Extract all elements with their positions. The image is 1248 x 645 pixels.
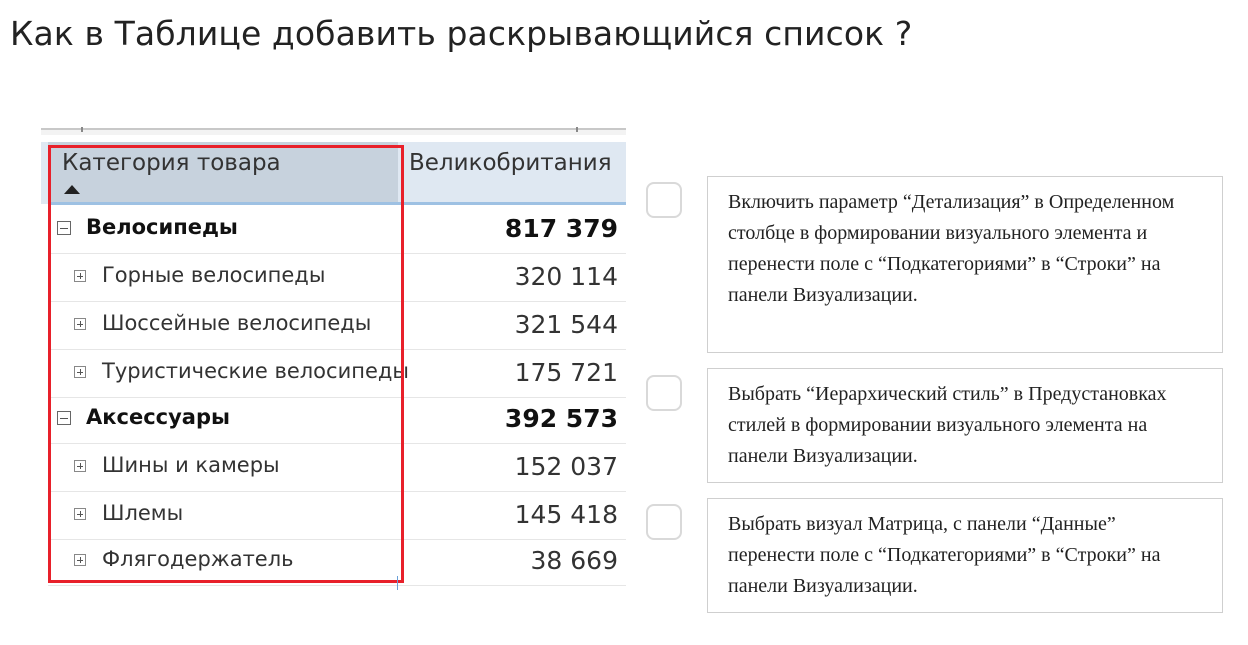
option-2-text: Выбрать “Иерархический стиль” в Предуста… [728,383,1167,467]
row-value: 145 418 [514,500,618,529]
option-1[interactable]: Включить параметр “Детализация” в Опреде… [707,176,1223,353]
matrix-row: Шлемы 145 418 [48,492,626,540]
row-label: Аксессуары [86,405,230,429]
row-value: 38 669 [530,546,618,575]
row-value: 392 573 [504,404,618,433]
expand-icon [74,508,86,520]
expand-icon [74,554,86,566]
header-underline [48,202,626,205]
question-title: Как в Таблице добавить раскрывающийся сп… [10,14,913,53]
expand-icon [74,460,86,472]
row-label: Горные велосипеды [102,263,326,287]
tick-mark [81,127,83,132]
row-value: 175 721 [514,358,618,387]
row-label: Шины и камеры [102,453,280,477]
matrix-row: Шоссейные велосипеды 321 544 [48,302,626,350]
option-2-checkbox[interactable] [646,375,682,411]
expand-icon [74,366,86,378]
expand-icon [74,270,86,282]
row-label: Шоссейные велосипеды [102,311,372,335]
matrix-visual-screenshot: Категория товара Великобритания Велосипе… [41,127,626,590]
option-3-text: Выбрать визуал Матрица, с панели “Данные… [728,513,1161,597]
row-value: 152 037 [514,452,618,481]
matrix-row: Велосипеды 817 379 [48,206,626,254]
category-header-label: Категория товара [62,150,281,176]
row-label: Туристические велосипеды [102,359,409,383]
highlight-box [48,145,404,583]
matrix-header: Категория товара Великобритания [41,142,626,204]
row-label: Велосипеды [86,215,238,239]
row-value: 817 379 [504,214,618,243]
matrix-top-border [41,127,626,135]
expand-icon [74,318,86,330]
option-3-checkbox[interactable] [646,504,682,540]
matrix-row: Аксессуары 392 573 [48,396,626,444]
option-2[interactable]: Выбрать “Иерархический стиль” в Предуста… [707,368,1223,483]
row-value: 320 114 [514,262,618,291]
option-3[interactable]: Выбрать визуал Матрица, с панели “Данные… [707,498,1223,613]
matrix-row: Туристические велосипеды 175 721 [48,350,626,398]
category-header-cell: Категория товара [48,142,398,202]
matrix-row: Горные велосипеды 320 114 [48,254,626,302]
sort-ascending-icon [64,185,80,194]
resize-cursor-line [397,576,398,590]
collapse-icon [57,411,71,425]
row-value: 321 544 [514,310,618,339]
tick-mark [576,127,578,132]
matrix-row: Шины и камеры 152 037 [48,444,626,492]
matrix-row: Флягодержатель 38 669 [48,538,626,586]
row-label: Шлемы [102,501,184,525]
collapse-icon [57,221,71,235]
column-header-label: Великобритания [409,150,612,176]
option-1-text: Включить параметр “Детализация” в Опреде… [728,191,1175,306]
row-label: Флягодержатель [102,547,294,571]
option-1-checkbox[interactable] [646,182,682,218]
